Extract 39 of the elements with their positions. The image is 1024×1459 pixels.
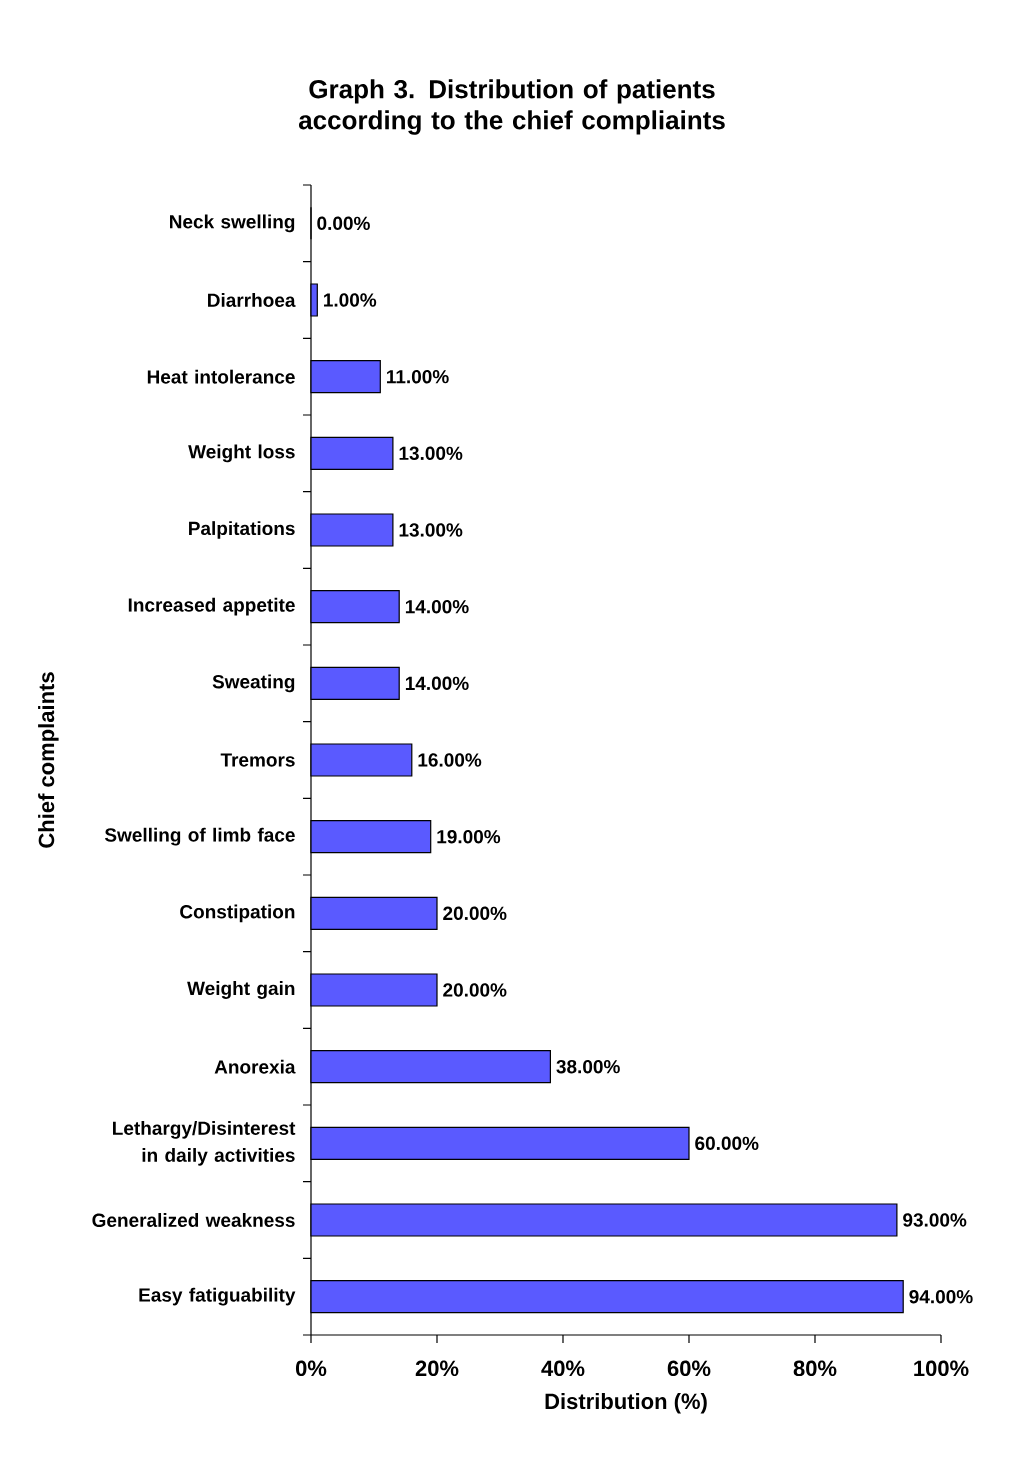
x-tick-label: 40% — [541, 1360, 585, 1377]
data-label: 20.00% — [443, 906, 507, 921]
y-tick-label: Constipation — [180, 904, 295, 923]
y-tick-label: Anorexia — [214, 1059, 296, 1074]
y-tick-label: Tremors — [220, 753, 295, 767]
x-tick-label: 0% — [295, 1360, 327, 1377]
data-label: 93.00% — [903, 1213, 967, 1227]
y-tick-label: Increased appetite — [128, 597, 295, 616]
data-label: 13.00% — [399, 446, 463, 461]
x-tick-label: 60% — [667, 1360, 711, 1377]
y-tick-label: Palpitations — [189, 521, 295, 539]
data-label: 20.00% — [443, 983, 507, 997]
y-tick-label: Lethargy/Disinterest in daily activities — [113, 1120, 296, 1166]
y-tick-label: Weight gain — [187, 981, 295, 999]
y-tick-label: Neck swelling — [170, 214, 295, 233]
data-label: 13.00% — [399, 523, 463, 537]
y-tick-label: Weight loss — [188, 444, 295, 463]
y-tick-label: Sweating — [212, 674, 295, 693]
data-label: 14.00% — [405, 599, 469, 614]
x-tick-label: 20% — [415, 1360, 459, 1377]
y-tick-label: Diarrhoea — [208, 293, 296, 307]
data-label: 94.00% — [909, 1289, 973, 1304]
x-tick-label: 100% — [914, 1360, 969, 1377]
data-label: 0.00% — [317, 216, 370, 231]
data-label: 14.00% — [405, 676, 469, 691]
y-tick-label: Generalized weakness — [92, 1213, 295, 1227]
x-tick-label: 80% — [793, 1360, 837, 1377]
data-label: 19.00% — [437, 829, 501, 844]
x-axis-title: Distribution (%) — [545, 1392, 707, 1414]
y-axis-title: Chief complaints — [38, 672, 59, 848]
y-tick-label: Heat intolerance — [147, 369, 295, 384]
chart-title: Graph 3. Distribution of patients according to the chief compliaints — [298, 79, 725, 135]
data-label: 1.00% — [324, 293, 377, 307]
y-tick-label: Swelling of limb face — [104, 827, 295, 846]
data-label: 60.00% — [695, 1136, 759, 1151]
data-label: 11.00% — [387, 369, 449, 384]
data-label: 38.00% — [556, 1059, 620, 1074]
data-label: 16.00% — [418, 753, 482, 767]
y-tick-label: Easy fatiguability — [139, 1287, 296, 1306]
